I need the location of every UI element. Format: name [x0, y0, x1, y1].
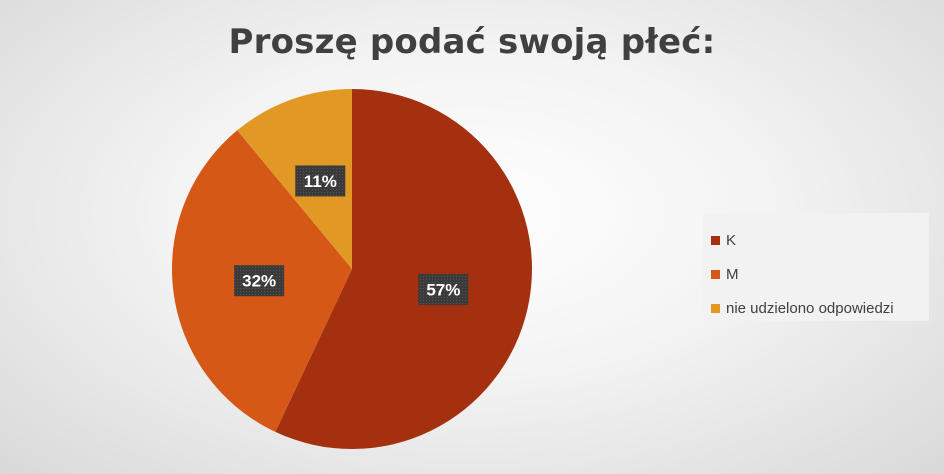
- legend-item-1: K: [711, 223, 929, 257]
- legend-item-3: nie udzielono odpowiedzi: [711, 291, 929, 325]
- legend-label-3: nie udzielono odpowiedzi: [726, 299, 894, 317]
- legend-item-2: M: [711, 257, 929, 291]
- legend-label-1: K: [726, 231, 737, 249]
- data-label-2: 32%: [234, 265, 285, 297]
- legend-swatch-3: [711, 303, 720, 313]
- legend-swatch-1: [711, 235, 720, 245]
- chart-title: Proszę podać swoją płeć:: [228, 22, 716, 62]
- legend-swatch-2: [711, 269, 720, 279]
- legend-label-2: M: [726, 265, 739, 283]
- data-label-text-2: 32%: [242, 272, 276, 291]
- data-label-text-3: 11%: [304, 172, 337, 191]
- data-label-1: 57%: [418, 273, 469, 305]
- pie-slice-3: [237, 89, 352, 269]
- data-label-3: 11%: [295, 165, 346, 197]
- data-label-text-1: 57%: [426, 280, 460, 299]
- pie-slice-1: [275, 89, 532, 449]
